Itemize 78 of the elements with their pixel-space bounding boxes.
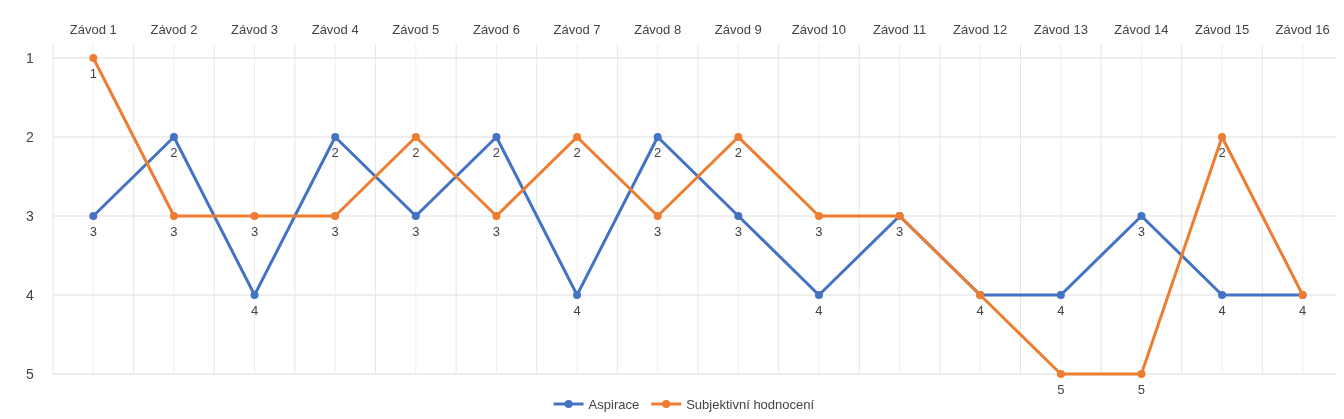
point [169,133,178,141]
point [250,291,259,299]
data-label: 3 [250,224,259,239]
x-tick-label: Závod 1 [69,22,117,37]
data-label: 3 [492,224,501,239]
x-tick-label: Závod 11 [872,22,927,37]
data-label: 3 [412,224,420,239]
x-tick-label: Závod 13 [1033,22,1088,37]
data-label: 2 [331,145,339,160]
x-tick-label: Závod 14 [1114,22,1169,37]
data-label: 2 [734,145,742,160]
point [1218,291,1227,299]
data-label: 3 [734,224,742,239]
point [1137,212,1146,220]
data-label: 2 [1218,145,1226,160]
y-tick-label: 3 [26,208,35,224]
point [814,291,823,299]
x-tick-label: Závod 15 [1194,22,1250,37]
point [250,212,259,220]
point [169,212,178,220]
data-label: 3 [1137,224,1146,239]
data-label: 3 [170,224,178,239]
data-label: 2 [573,145,581,160]
data-label: 3 [895,224,904,239]
x-tick-label: Závod 4 [311,22,359,37]
point [573,133,582,141]
data-label: 3 [654,224,662,239]
data-label: 4 [250,303,259,318]
point [734,133,743,141]
data-label: 2 [492,145,501,160]
y-tick-label: 5 [26,366,35,382]
x-tick-label: Závod 16 [1275,22,1330,37]
data-label: 4 [815,303,823,318]
point [1218,133,1227,141]
x-tick-label: Závod 7 [553,22,601,37]
point [653,133,662,141]
data-label: 4 [1057,303,1065,318]
legend-label: Subjektivní hodnocení [686,397,815,412]
y-tick-label: 4 [26,287,35,303]
point [411,133,420,141]
x-tick-label: Závod 10 [791,22,847,37]
x-tick-label: Závod 9 [714,22,762,37]
data-label: 5 [1057,382,1065,397]
data-label: 4 [573,303,581,318]
point [331,133,340,141]
data-label: 4 [976,303,984,318]
point [653,212,662,220]
x-tick-label: Závod 8 [634,22,682,37]
point [89,212,98,220]
x-tick-label: Závod 12 [953,22,1008,37]
data-label: 4 [1218,303,1226,318]
point [89,54,98,62]
data-label: 2 [412,145,420,160]
x-tick-label: Závod 2 [150,22,198,37]
point [573,291,582,299]
legend-label: Aspirace [588,397,640,412]
data-label: 1 [89,66,97,81]
point [492,212,501,220]
point [1056,291,1065,299]
point [411,212,420,220]
data-label: 3 [331,224,339,239]
point [1056,370,1065,378]
point [331,212,340,220]
y-tick-label: 1 [26,50,35,66]
data-label: 3 [89,224,97,239]
data-label: 2 [170,145,178,160]
point [1137,370,1146,378]
x-tick-label: Závod 3 [231,22,279,37]
data-label: 3 [815,224,823,239]
y-tick-label: 2 [26,129,35,145]
point [814,212,823,220]
x-tick-label: Závod 5 [392,22,440,37]
point [734,212,743,220]
data-label: 2 [654,145,662,160]
data-label: 4 [1299,303,1307,318]
x-tick-label: Závod 6 [472,22,520,37]
data-label: 5 [1137,382,1146,397]
point [492,133,501,141]
